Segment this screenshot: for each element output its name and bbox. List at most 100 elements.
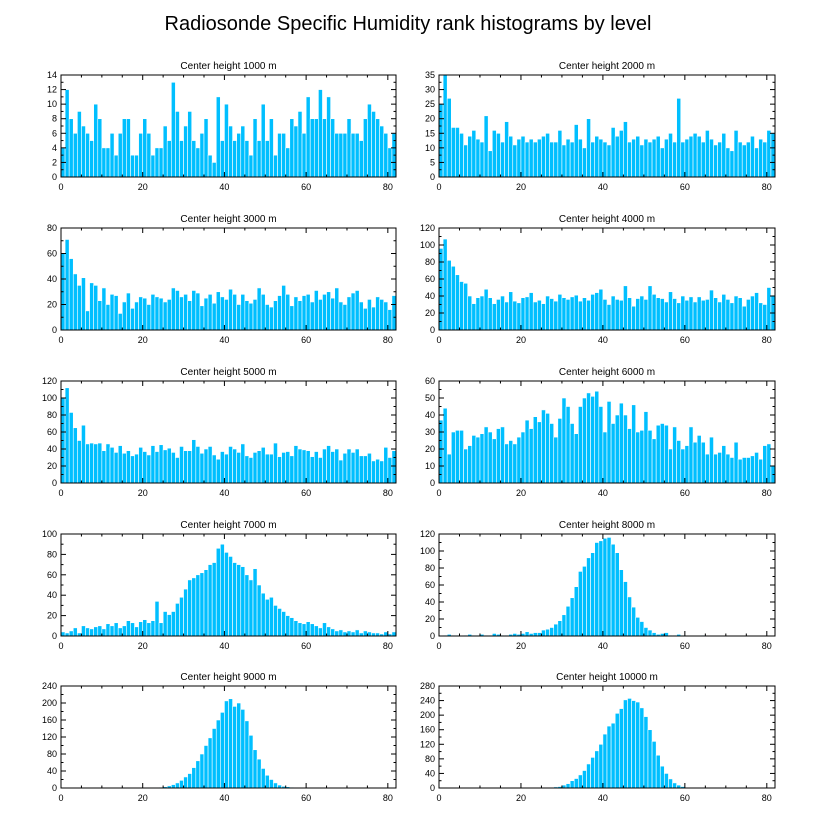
histogram-bar xyxy=(309,301,315,331)
histogram-bar xyxy=(524,141,530,178)
histogram-bar xyxy=(150,293,156,331)
histogram-panel: Center height 9000 m 0 20 40 60 80 0 40 80 120 160… xyxy=(42,672,397,803)
histogram-bar xyxy=(313,118,319,178)
histogram-bar xyxy=(236,452,242,484)
histogram-bar xyxy=(313,451,319,484)
x-tick-label: 20 xyxy=(138,488,148,498)
histogram-bar xyxy=(500,141,505,178)
histogram-bar xyxy=(183,776,188,789)
histogram-bar xyxy=(606,725,612,789)
y-tick-label: 15 xyxy=(425,128,435,138)
histogram-bar xyxy=(618,299,624,331)
histogram-bar xyxy=(142,619,148,637)
histogram-bar xyxy=(338,629,344,637)
histogram-bar xyxy=(590,293,596,331)
histogram-bar xyxy=(762,304,768,331)
x-tick-label: 80 xyxy=(383,793,393,803)
x-tick-label: 80 xyxy=(383,335,393,345)
histogram-bar xyxy=(285,615,291,637)
histogram-bar xyxy=(179,780,184,789)
histogram-bar xyxy=(676,302,682,331)
histogram-panel: Center height 2000 m 0 20 40 60 80 0 5 10 15 20 25 3… xyxy=(425,61,776,192)
histogram-bar xyxy=(330,451,336,484)
x-tick-label: 40 xyxy=(219,488,229,498)
x-tick-label: 40 xyxy=(598,335,608,345)
histogram-bar xyxy=(134,626,139,637)
histogram-bar xyxy=(309,623,315,637)
histogram-bar xyxy=(121,625,127,637)
histogram-bar xyxy=(549,298,555,331)
histogram-bar xyxy=(224,103,229,178)
histogram-bar xyxy=(741,457,747,484)
histogram-bar xyxy=(450,265,456,331)
histogram-bar xyxy=(713,144,718,178)
x-tick-label: 0 xyxy=(58,335,63,345)
histogram-bar xyxy=(203,745,209,789)
histogram-bar xyxy=(737,297,743,331)
histogram-bar xyxy=(371,460,376,484)
x-tick-label: 0 xyxy=(436,182,441,192)
y-tick-label: 80 xyxy=(47,749,57,759)
histogram-bar xyxy=(273,605,278,637)
histogram-bar xyxy=(729,302,735,331)
histogram-bar xyxy=(215,547,221,637)
histogram-bar xyxy=(199,753,205,789)
histogram-bar xyxy=(334,630,340,637)
histogram-bar xyxy=(113,154,119,178)
histogram-bar xyxy=(77,285,82,331)
histogram-bar xyxy=(684,445,690,484)
histogram-bar xyxy=(293,125,299,178)
histogram-bar xyxy=(610,295,616,331)
histogram-bar xyxy=(700,299,706,331)
y-tick-label: 40 xyxy=(425,768,435,778)
histogram-bar xyxy=(240,709,246,789)
histogram-bar xyxy=(565,138,571,178)
histogram-bar xyxy=(350,292,356,331)
histogram-bar xyxy=(557,620,563,637)
histogram-bar xyxy=(463,144,468,178)
histogram-bar xyxy=(582,565,587,637)
histogram-bar xyxy=(158,297,164,331)
histogram-bar xyxy=(134,453,139,484)
histogram-bar xyxy=(301,295,307,331)
histogram-bar xyxy=(130,622,135,637)
histogram-bar xyxy=(614,299,620,331)
y-tick-label: 160 xyxy=(42,715,57,725)
histogram-bar xyxy=(631,305,636,331)
histogram-bar xyxy=(101,147,107,178)
histogram-bar xyxy=(93,443,99,484)
x-tick-label: 0 xyxy=(436,488,441,498)
histogram-bar xyxy=(175,111,180,178)
histogram-bar xyxy=(72,273,78,331)
histogram-bar xyxy=(606,144,612,178)
histogram-bar xyxy=(256,287,262,331)
histogram-bar xyxy=(705,299,710,331)
histogram-bar xyxy=(273,154,278,178)
histogram-bar xyxy=(211,302,217,331)
histogram-bar xyxy=(594,542,600,637)
histogram-bar xyxy=(183,293,188,331)
x-tick-label: 40 xyxy=(219,335,229,345)
histogram-bar xyxy=(240,293,246,331)
histogram-panel: Center height 7000 m 0 20 40 60 80 0 20 40 60 80 10… xyxy=(42,520,397,651)
y-tick-label: 5 xyxy=(430,157,435,167)
figure-title: Radiosonde Specific Humidity rank histog… xyxy=(165,13,652,35)
histogram-bar xyxy=(643,627,649,637)
histogram-bar xyxy=(175,290,180,331)
panel-title: Center height 1000 m xyxy=(180,61,276,72)
y-tick-label: 50 xyxy=(425,393,435,403)
histogram-bar xyxy=(651,138,657,178)
histogram-bar xyxy=(598,406,604,484)
histogram-bar xyxy=(631,404,636,484)
histogram-bar xyxy=(72,427,78,484)
y-tick-label: 8 xyxy=(52,114,57,124)
histogram-bar xyxy=(647,629,653,637)
histogram-bar xyxy=(623,121,628,178)
histogram-bar xyxy=(138,446,144,484)
y-tick-label: 40 xyxy=(425,291,435,301)
histogram-bar xyxy=(109,132,115,178)
histogram-bar xyxy=(737,141,743,178)
histogram-bar xyxy=(508,135,514,178)
histogram-bar xyxy=(195,147,201,178)
histogram-bar xyxy=(105,304,111,331)
